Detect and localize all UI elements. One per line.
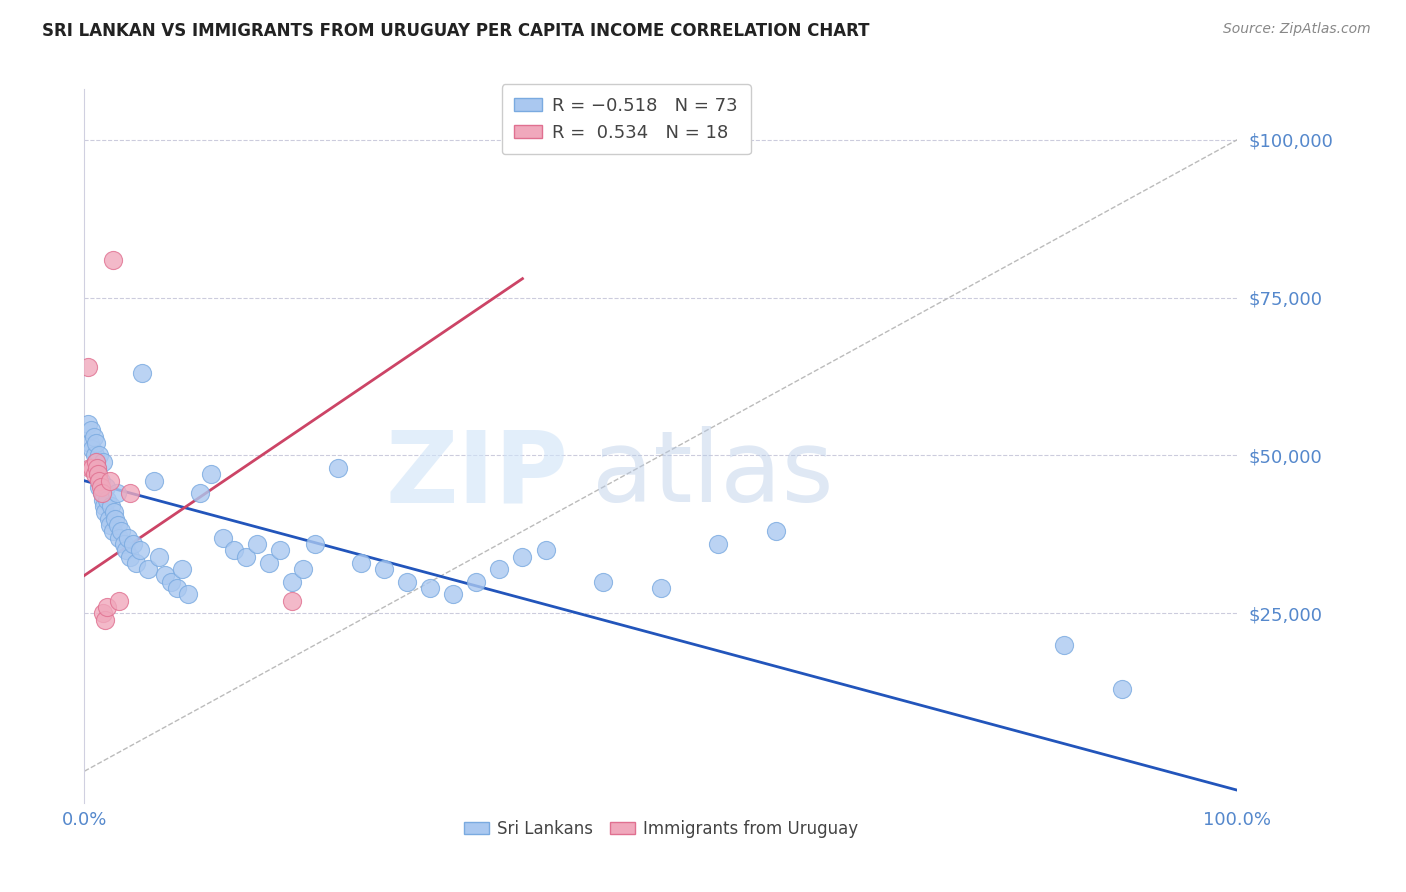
Point [534, 543, 557, 558]
Point [83, 449, 105, 463]
Point [650, 581, 672, 595]
Point [96, 492, 118, 507]
Point [707, 537, 730, 551]
Point [103, 524, 124, 539]
Point [131, 367, 153, 381]
Point [105, 486, 128, 500]
Point [84, 455, 107, 469]
Point [76, 360, 98, 375]
Point [86, 461, 108, 475]
Point [120, 486, 142, 500]
Point [281, 574, 304, 589]
Point [419, 581, 441, 595]
Point [153, 568, 176, 582]
Point [172, 562, 194, 576]
Point [281, 593, 304, 607]
Point [86, 461, 108, 475]
Text: ZIP: ZIP [385, 426, 568, 523]
Point [396, 574, 419, 589]
Point [79, 435, 101, 450]
Point [142, 474, 165, 488]
Point [98, 474, 121, 488]
Point [128, 543, 150, 558]
Point [148, 549, 170, 564]
Point [117, 531, 139, 545]
Point [108, 531, 131, 545]
Point [224, 543, 246, 558]
Point [292, 562, 315, 576]
Point [350, 556, 373, 570]
Point [87, 467, 110, 482]
Point [104, 511, 127, 525]
Point [96, 480, 118, 494]
Point [304, 537, 326, 551]
Point [1053, 638, 1076, 652]
Text: SRI LANKAN VS IMMIGRANTS FROM URUGUAY PER CAPITA INCOME CORRELATION CHART: SRI LANKAN VS IMMIGRANTS FROM URUGUAY PE… [42, 22, 870, 40]
Point [112, 537, 135, 551]
Point [188, 486, 211, 500]
Point [96, 600, 118, 615]
Point [166, 581, 188, 595]
Point [326, 461, 349, 475]
Point [1111, 682, 1133, 697]
Point [83, 467, 105, 482]
Text: atlas: atlas [592, 426, 834, 523]
Point [89, 474, 111, 488]
Point [84, 455, 107, 469]
Point [79, 461, 101, 475]
Point [76, 417, 98, 431]
Point [257, 556, 280, 570]
Point [94, 505, 117, 519]
Point [465, 574, 488, 589]
Point [120, 549, 142, 564]
Point [512, 549, 534, 564]
Point [91, 455, 114, 469]
Text: Source: ZipAtlas.com: Source: ZipAtlas.com [1223, 22, 1371, 37]
Point [107, 517, 129, 532]
Point [83, 429, 105, 443]
Point [84, 435, 107, 450]
Point [121, 537, 143, 551]
Point [89, 480, 111, 494]
Point [103, 505, 125, 519]
Point [160, 574, 183, 589]
Point [93, 499, 115, 513]
Point [441, 587, 464, 601]
Point [82, 442, 104, 457]
Point [246, 537, 269, 551]
Point [89, 474, 111, 488]
Point [87, 467, 110, 482]
Point [103, 252, 124, 267]
Point [100, 499, 122, 513]
Point [108, 593, 131, 607]
Point [765, 524, 787, 539]
Point [91, 492, 114, 507]
Point [125, 556, 148, 570]
Point [269, 543, 291, 558]
Legend: R = −0.518   N = 73, R =  0.534   N = 18: R = −0.518 N = 73, R = 0.534 N = 18 [502, 84, 751, 154]
Point [80, 423, 103, 437]
Point [97, 511, 120, 525]
Point [89, 449, 111, 463]
Point [91, 607, 114, 621]
Point [89, 480, 111, 494]
Point [488, 562, 510, 576]
Point [90, 486, 112, 500]
Point [82, 461, 104, 475]
Point [592, 574, 614, 589]
Point [115, 543, 138, 558]
Point [373, 562, 395, 576]
Point [177, 587, 200, 601]
Point [98, 517, 121, 532]
Point [136, 562, 159, 576]
Point [110, 524, 132, 539]
Point [211, 531, 233, 545]
Point [94, 613, 117, 627]
Point [200, 467, 222, 482]
Point [235, 549, 257, 564]
Point [90, 486, 112, 500]
